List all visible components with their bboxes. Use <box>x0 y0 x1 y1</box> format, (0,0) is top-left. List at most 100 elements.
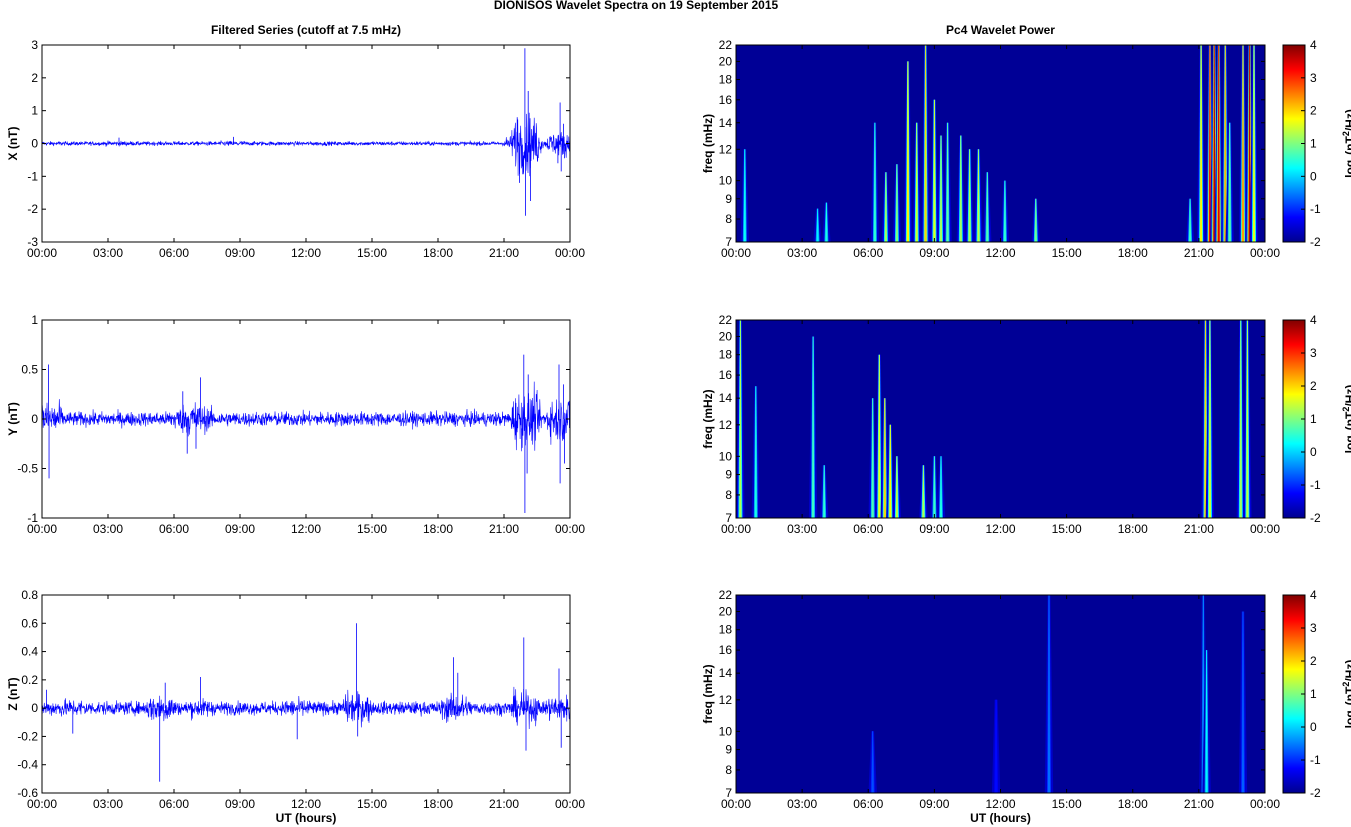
power-feature <box>1204 320 1207 518</box>
x-tick-label: 00:00 <box>721 246 751 260</box>
colorbar-tick-label: -2 <box>1310 786 1321 800</box>
power-feature <box>1034 198 1037 242</box>
power-feature <box>1213 45 1216 242</box>
y-tick-label: 7 <box>725 511 732 525</box>
power-feature <box>883 398 886 518</box>
x-tick-label: 21:00 <box>1184 522 1214 536</box>
plot-area <box>42 595 570 793</box>
x-tick-label: 00:00 <box>1250 797 1280 811</box>
y-tick-label: 22 <box>719 313 733 327</box>
power-feature <box>977 149 980 242</box>
power-feature <box>1241 45 1245 242</box>
x-tick-label: 21:00 <box>1184 797 1214 811</box>
y-tick-label: 1 <box>31 104 38 118</box>
y-tick-label: 9 <box>725 743 732 757</box>
y-tick-label: -0.5 <box>17 462 38 476</box>
x-tick-label: 09:00 <box>225 246 255 260</box>
y-tick-label: 20 <box>719 54 733 68</box>
y-tick-label: -2 <box>27 202 38 216</box>
colorbar-tick-label: 4 <box>1310 588 1317 602</box>
x-tick-label: 12:00 <box>985 522 1015 536</box>
x-tick-label: 18:00 <box>1118 522 1148 536</box>
colorbar-tick-label: 2 <box>1310 104 1317 118</box>
power-feature <box>743 149 746 242</box>
y-tick-label: 12 <box>719 418 733 432</box>
x-tick-label: 00:00 <box>555 522 585 536</box>
y-tick-label: 0 <box>31 412 38 426</box>
colorbar-tick-label: 3 <box>1310 346 1317 360</box>
y-tick-label: 16 <box>719 93 733 107</box>
x-tick-label: 03:00 <box>93 246 123 260</box>
power-feature <box>933 456 936 518</box>
power-feature <box>873 122 876 242</box>
y-tick-label: 8 <box>725 763 732 777</box>
x-tick-label: 09:00 <box>919 797 949 811</box>
power-feature <box>995 699 998 793</box>
x-tick-label: 15:00 <box>1052 522 1082 536</box>
power-feature <box>915 122 918 242</box>
power-feature <box>739 320 742 518</box>
x-tick-label: 09:00 <box>919 522 949 536</box>
power-feature <box>1047 595 1051 793</box>
y-tick-label: 7 <box>725 786 732 800</box>
power-feature <box>1208 320 1211 518</box>
x-tick-label: 06:00 <box>159 797 189 811</box>
power-feature <box>1241 611 1245 793</box>
x-tick-label: 06:00 <box>853 797 883 811</box>
x-tick-label: 12:00 <box>291 522 321 536</box>
x-tick-label: 09:00 <box>919 246 949 260</box>
power-feature <box>906 61 909 242</box>
power-feature <box>1248 45 1251 242</box>
y-tick-label: 8 <box>725 212 732 226</box>
y-tick-label: 0 <box>31 137 38 151</box>
y-tick-label: 10 <box>719 449 733 463</box>
line-panel-z: -0.6 -0.4 -0.2 0 0.2 0.4 0.6 0.8 Z (nT) 00:00 03:0… <box>6 588 585 825</box>
power-feature <box>884 172 887 242</box>
power-feature <box>939 135 943 242</box>
y-tick-label: 8 <box>725 488 732 502</box>
y-tick-label: 16 <box>719 643 733 657</box>
power-feature <box>895 164 898 242</box>
colorbar-tick-label: 2 <box>1310 379 1317 393</box>
colorbar-tick-label: 1 <box>1310 687 1317 701</box>
x-tick-label: 21:00 <box>489 522 519 536</box>
x-tick-label: 00:00 <box>721 522 751 536</box>
y-axis-label: X (nT) <box>6 127 20 161</box>
y-axis-label: freq (mHz) <box>701 389 715 448</box>
y-tick-label: 2 <box>31 71 38 85</box>
plot-area <box>736 595 1265 793</box>
x-tick-label: 21:00 <box>489 246 519 260</box>
x-tick-label: 21:00 <box>1184 246 1214 260</box>
power-feature <box>1246 320 1249 518</box>
plot-area <box>736 45 1265 242</box>
y-tick-label: 9 <box>725 468 732 482</box>
colorbar-label: log2(nT2/Hz) <box>1341 109 1351 178</box>
colorbar-tick-label: 3 <box>1310 71 1317 85</box>
y-tick-label: 18 <box>719 73 733 87</box>
y-axis-label: freq (mHz) <box>701 114 715 173</box>
power-feature <box>1205 650 1208 793</box>
y-tick-label: 12 <box>719 142 733 156</box>
power-feature <box>823 465 826 518</box>
y-tick-label: 0.6 <box>21 616 38 630</box>
y-tick-label: 20 <box>719 604 733 618</box>
x-tick-label: 03:00 <box>787 522 817 536</box>
x-tick-label: 06:00 <box>853 522 883 536</box>
x-tick-label: 00:00 <box>555 797 585 811</box>
colorbar-label: log2(nT2/Hz) <box>1341 385 1351 454</box>
y-tick-label: 0.5 <box>21 363 38 377</box>
y-tick-label: 10 <box>719 174 733 188</box>
x-tick-label: 15:00 <box>357 522 387 536</box>
power-feature <box>871 731 874 793</box>
x-tick-label: 15:00 <box>357 797 387 811</box>
y-tick-label: 14 <box>719 666 733 680</box>
y-tick-label: 0.8 <box>21 588 38 602</box>
y-tick-label: 22 <box>719 38 733 52</box>
x-tick-label: 18:00 <box>423 246 453 260</box>
power-feature <box>878 354 881 518</box>
x-tick-label: 18:00 <box>423 797 453 811</box>
y-tick-label: 14 <box>719 116 733 130</box>
